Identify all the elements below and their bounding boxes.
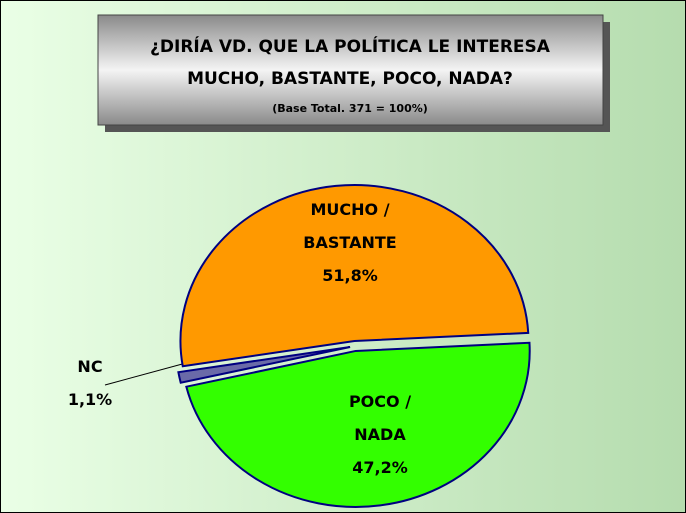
- chart-subtitle: (Base Total. 371 = 100%): [272, 102, 428, 115]
- value-label: 47,2%: [352, 458, 408, 477]
- value-label: 1,1%: [68, 390, 112, 409]
- pie-slice: [185, 341, 531, 508]
- slice-label: NC: [77, 357, 102, 376]
- slice-label: MUCHO /: [310, 200, 389, 219]
- pie-slice: [177, 345, 351, 384]
- chart-title: MUCHO, BASTANTE, POCO, NADA?: [187, 69, 513, 89]
- leader-line: [104, 362, 187, 386]
- slice-label: NADA: [354, 425, 406, 444]
- slice-label: POCO /: [349, 392, 411, 411]
- slice-label: BASTANTE: [303, 233, 396, 252]
- chart-title: ¿DIRÍA VD. QUE LA POLÍTICA LE INTERESA: [150, 35, 551, 57]
- title-box: [97, 14, 604, 126]
- value-label: 51,8%: [322, 266, 378, 285]
- pie-slice: [179, 184, 530, 368]
